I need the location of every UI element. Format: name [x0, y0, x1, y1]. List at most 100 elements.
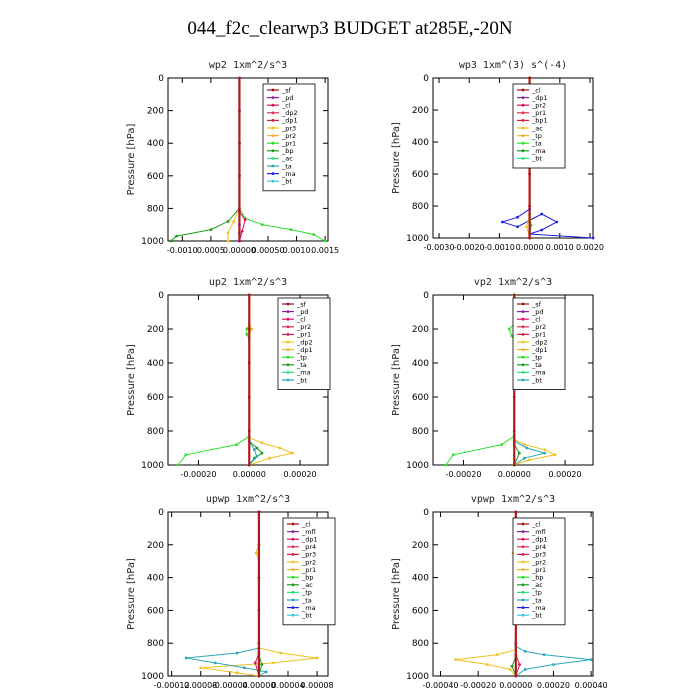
x-tick-label: 0.00020: [549, 470, 582, 479]
x-tick-label: 0.0000: [516, 243, 544, 252]
legend-marker: [521, 111, 525, 115]
legend-marker: [291, 598, 295, 602]
legend-marker: [521, 522, 525, 526]
y-axis-label: Pressure [hPa]: [391, 344, 402, 416]
y-tick-label: 0: [423, 508, 429, 518]
data-point: [245, 332, 249, 336]
legend-label: _pr1: [531, 109, 546, 117]
data-point: [226, 220, 230, 223]
legend-marker: [521, 606, 525, 609]
data-point: [589, 658, 593, 661]
legend-marker: [271, 164, 275, 168]
legend-label: _ta: [301, 596, 312, 604]
legend-marker: [521, 310, 525, 313]
data-point: [250, 327, 254, 331]
legend-label: _sf: [531, 300, 542, 308]
data-point: [289, 228, 293, 231]
y-tick-label: 0: [423, 291, 429, 301]
data-point: [209, 228, 213, 231]
x-tick-label: 0.0005: [197, 246, 225, 255]
legend-marker: [521, 333, 525, 336]
x-tick-label: 0.00008: [301, 681, 334, 690]
legend-marker: [521, 157, 525, 160]
legend-marker: [521, 598, 525, 602]
y-tick-label: 200: [412, 541, 429, 551]
legend-marker: [271, 149, 275, 153]
legend-marker: [286, 317, 290, 321]
y-tick-label: 400: [412, 138, 429, 148]
x-tick-label: 0.00040: [575, 681, 608, 690]
legend-label: _dp1: [301, 536, 318, 544]
legend-marker: [291, 537, 295, 541]
legend-label: _bp: [531, 574, 544, 582]
data-point: [540, 228, 544, 232]
y-tick-label: 600: [147, 606, 164, 616]
y-tick-label: 1000: [406, 672, 429, 682]
plot-frame: [167, 77, 329, 242]
legend-marker: [271, 134, 275, 138]
legend-marker: [521, 613, 525, 617]
data-point: [235, 651, 239, 655]
legend-marker: [291, 530, 295, 533]
data-point: [518, 663, 521, 666]
legend-marker: [271, 111, 275, 115]
legend-box: [277, 297, 331, 390]
data-point: [184, 453, 188, 457]
legend-label: _pr3: [531, 551, 546, 559]
legend-label: _ac: [531, 581, 543, 589]
data-point: [253, 661, 257, 665]
y-tick-label: 0: [158, 508, 164, 518]
x-tick-label: -0.0010: [167, 246, 198, 255]
x-tick-label: -0.0020: [454, 243, 485, 252]
legend-label: _pr2: [301, 558, 316, 566]
series-line: [248, 295, 263, 466]
legend-marker: [521, 537, 525, 541]
legend-box: [512, 297, 566, 390]
data-point: [226, 231, 230, 235]
legend-label: _ma: [531, 604, 546, 612]
legend-label: _pr1: [296, 331, 311, 339]
legend-label: _bt: [281, 178, 292, 186]
data-point: [315, 656, 319, 660]
y-tick-label: 1000: [141, 237, 164, 247]
plot-frame: [432, 511, 594, 677]
legend-marker: [286, 355, 290, 359]
data-point: [268, 456, 271, 460]
y-tick-label: 600: [147, 172, 164, 182]
chart-title: vp2 1xm^2/s^3: [474, 277, 552, 288]
series-line: [445, 295, 515, 466]
data-point: [242, 666, 246, 670]
page-title: 044_f2c_clearwp3 BUDGET at285E,-20N: [187, 18, 513, 39]
legend-label: _bt: [531, 376, 542, 384]
chart-title: up2 1xm^2/s^3: [209, 277, 287, 288]
data-point: [232, 220, 236, 223]
legend-label: _bt: [531, 155, 542, 163]
x-tick-label: 0.00020: [537, 681, 570, 690]
y-tick-label: 600: [412, 606, 429, 616]
legend-marker: [291, 522, 295, 526]
legend-label: _ta: [296, 361, 307, 369]
legend-label: _pr4: [531, 543, 546, 551]
data-point: [184, 656, 188, 660]
legend-marker: [271, 126, 275, 130]
legend-label: _bt: [296, 376, 307, 384]
legend-marker: [521, 363, 525, 367]
legend-label: _cl: [531, 520, 541, 528]
chart-panel: vpwp 1xm^2/s^3 Pressure [hPa] 0 200 400 600 80…: [391, 494, 608, 690]
legend-label: _bp1: [531, 117, 548, 125]
legend-label: _pd: [531, 308, 544, 316]
legend-label: _cl: [531, 86, 541, 94]
data-point: [260, 441, 264, 445]
data-point: [510, 664, 514, 668]
legend-marker: [521, 96, 525, 99]
legend-label: _bt: [531, 612, 542, 620]
y-axis-label: Pressure [hPa]: [391, 122, 402, 194]
chart-panel: vp2 1xm^2/s^3 Pressure [hPa] 0 200 400 600 800…: [391, 277, 594, 479]
legend-label: _ta: [531, 361, 542, 369]
data-point: [543, 451, 547, 455]
legend-label: _tp: [301, 589, 312, 597]
legend-marker: [521, 591, 525, 594]
legend-label: _pr2: [281, 132, 296, 140]
data-point: [523, 443, 526, 446]
